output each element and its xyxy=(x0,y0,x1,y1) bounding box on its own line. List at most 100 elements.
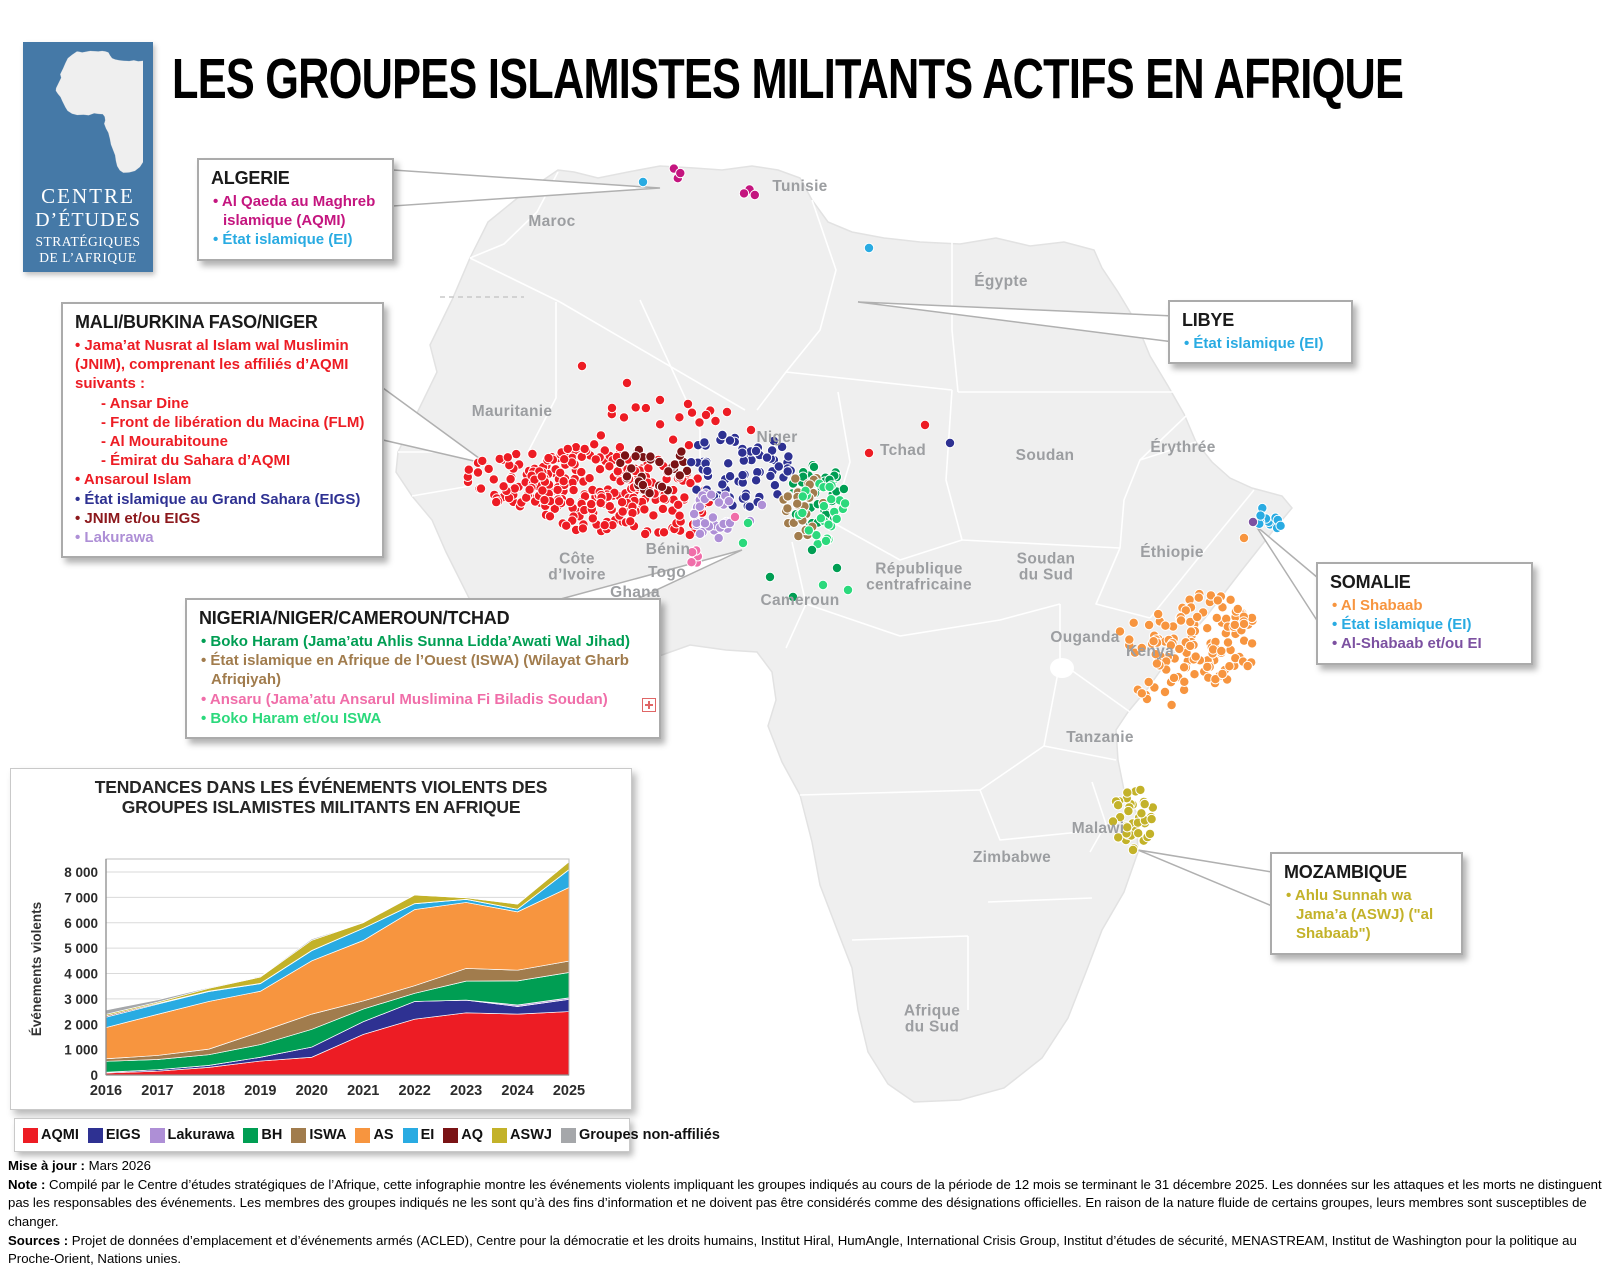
event-dot-jnim xyxy=(657,503,669,515)
y-tick-label: 6 000 xyxy=(64,916,98,931)
legend-label: EIGS xyxy=(105,1127,141,1143)
y-tick-label: 2 000 xyxy=(64,1017,98,1032)
event-dot-aswj xyxy=(1144,828,1156,840)
legend-label: AS xyxy=(373,1127,394,1143)
country-label: Égypte xyxy=(974,272,1028,290)
callout-item: • État islamique au Grand Sahara (EIGS) xyxy=(75,490,361,508)
event-dot-al-shabaab xyxy=(1216,645,1227,657)
event-dot-bh-et-ou-iswa xyxy=(823,519,834,530)
event-dot-jnim xyxy=(498,481,509,492)
event-dot-eigs xyxy=(699,437,710,448)
event-dot-eigs xyxy=(717,429,728,441)
callout-item: • Ansaroul Islam xyxy=(75,471,192,489)
country-label: Ouganda xyxy=(1050,628,1120,646)
event-dot-jnim xyxy=(587,513,598,524)
event-dot-bh-et-ou-iswa xyxy=(831,513,842,525)
event-dot-jnim-et-ou-eigs xyxy=(619,450,631,461)
callout-item: • Lakurawa xyxy=(75,528,154,546)
callout-subitem: - Émirat du Sahara d’AQMI xyxy=(101,452,291,470)
logo-text-line2: D’ÉTUDES xyxy=(35,209,141,231)
event-dot-aswj xyxy=(1107,816,1119,827)
country-label: Mauritanie xyxy=(471,402,553,420)
expand-plus-icon[interactable] xyxy=(642,698,656,712)
country-label: Tchad xyxy=(880,441,926,459)
callout-mozambique: MOZAMBIQUE • Ahlu Sunnah wa Jama’a (ASWJ)… xyxy=(1270,852,1463,955)
callout-item: • Boko Haram (Jama’atu Ahlis Sunna Lidda… xyxy=(201,633,630,650)
event-dot-bh-et-ou-iswa xyxy=(803,525,814,536)
legend-item: ASWJ xyxy=(492,1127,552,1143)
legend-label: ISWA xyxy=(309,1127,347,1143)
event-dot-al-shabaab xyxy=(1168,672,1180,684)
event-dot-single xyxy=(637,176,649,188)
x-tick-label: 2020 xyxy=(296,1083,328,1099)
event-dot-aswj xyxy=(1136,808,1147,819)
event-dot-jnim xyxy=(617,506,628,517)
event-dot-eigs xyxy=(782,466,793,477)
event-dot-bh-et-ou-iswa xyxy=(839,498,851,509)
event-dot-al-shabaab xyxy=(1153,608,1164,620)
callout-item: • Ansaru (Jama’atu Ansarul Muslimina Fi … xyxy=(201,690,608,708)
event-dot-jnim xyxy=(475,483,487,494)
country-borders xyxy=(398,171,1255,1010)
event-dot-al-shabaab xyxy=(1224,661,1235,672)
country-label: Cameroun xyxy=(760,591,840,609)
stacked-area-chart: 0 1 000 2 000 3 000 4 000 5 000 6 000 7 000 8 00… xyxy=(29,858,585,1099)
event-dot-al-shabaab xyxy=(1211,612,1223,624)
legend-swatch xyxy=(291,1127,307,1143)
event-dot-bh-et-ou-iswa xyxy=(820,535,832,547)
event-dot-single xyxy=(606,402,618,414)
event-dot-lakurawa xyxy=(707,512,719,523)
event-dot-eigs xyxy=(776,441,788,453)
callout-item: • Jama’at Nusrat al Islam wal Muslimin (… xyxy=(75,337,349,393)
x-tick-label: 2016 xyxy=(90,1083,122,1099)
event-dot-single xyxy=(737,537,749,549)
event-dot-eigs xyxy=(686,457,697,468)
callout-tails xyxy=(382,169,1319,908)
x-tick-label: 2025 xyxy=(553,1083,585,1099)
event-dot-al-shabaab xyxy=(1174,643,1185,655)
event-dot-al-shabaab xyxy=(1192,611,1203,623)
event-dot-jnim xyxy=(539,494,550,506)
event-dot-lakurawa xyxy=(713,532,724,544)
event-dot-single xyxy=(817,579,829,591)
event-dot-jnim xyxy=(595,430,607,441)
event-dot-jnim xyxy=(630,402,641,413)
event-dot-al-shabaab xyxy=(1159,686,1171,698)
event-dot-eigs xyxy=(702,465,713,477)
event-dot-al-shabaab xyxy=(1242,660,1253,672)
page-title: LES GROUPES ISLAMISTES MILITANTS ACTIFS … xyxy=(172,47,1404,111)
event-dot-jnim xyxy=(552,484,563,496)
country-label: Ghana xyxy=(610,583,660,601)
x-tick-label: 2024 xyxy=(501,1083,533,1099)
event-dot-jnim-et-ou-eigs xyxy=(644,488,655,499)
event-dot-aswj xyxy=(1112,800,1124,811)
event-dot-eigs xyxy=(724,471,736,482)
event-dot-jnim-et-ou-eigs xyxy=(676,446,687,457)
event-dot-single xyxy=(621,377,633,389)
event-dot-jnim xyxy=(561,520,572,531)
event-dot-jnim xyxy=(568,484,579,496)
event-dot-al-shabaab xyxy=(1210,674,1221,685)
callout-somalie: SOMALIE • Al Shabaab • État islamique (EI)… xyxy=(1316,562,1533,665)
callout-item: • Al-Shabaab et/ou EI xyxy=(1332,635,1482,653)
event-dot-al-shabaab xyxy=(1222,637,1234,648)
country-label: Afrique du Sud xyxy=(903,1002,961,1036)
x-tick-label: 2022 xyxy=(399,1083,431,1099)
callout-subitem: - Al Mourabitoune xyxy=(101,432,228,450)
event-dot-aswj xyxy=(1122,822,1133,833)
event-dot-jnim xyxy=(686,407,698,418)
event-dot-lakurawa xyxy=(699,518,711,529)
event-dot-jnim xyxy=(505,473,516,485)
event-dot-jnim xyxy=(684,529,695,541)
event-dot-jnim xyxy=(710,415,721,427)
event-dots-layer xyxy=(462,163,1286,856)
legend-label: AQ xyxy=(461,1127,484,1143)
callout-subitem: - Front de libération du Macina (FLM) xyxy=(101,413,365,431)
callout-item: • Al Shabaab xyxy=(1332,597,1423,614)
callout-subitem: - Ansar Dine xyxy=(101,394,189,412)
event-dot-jnim xyxy=(616,497,628,508)
event-dot-jnim xyxy=(579,443,590,455)
event-dot-single xyxy=(919,419,931,431)
event-dot-jnim xyxy=(488,474,499,485)
event-dot-jnim-et-ou-eigs xyxy=(656,481,668,492)
